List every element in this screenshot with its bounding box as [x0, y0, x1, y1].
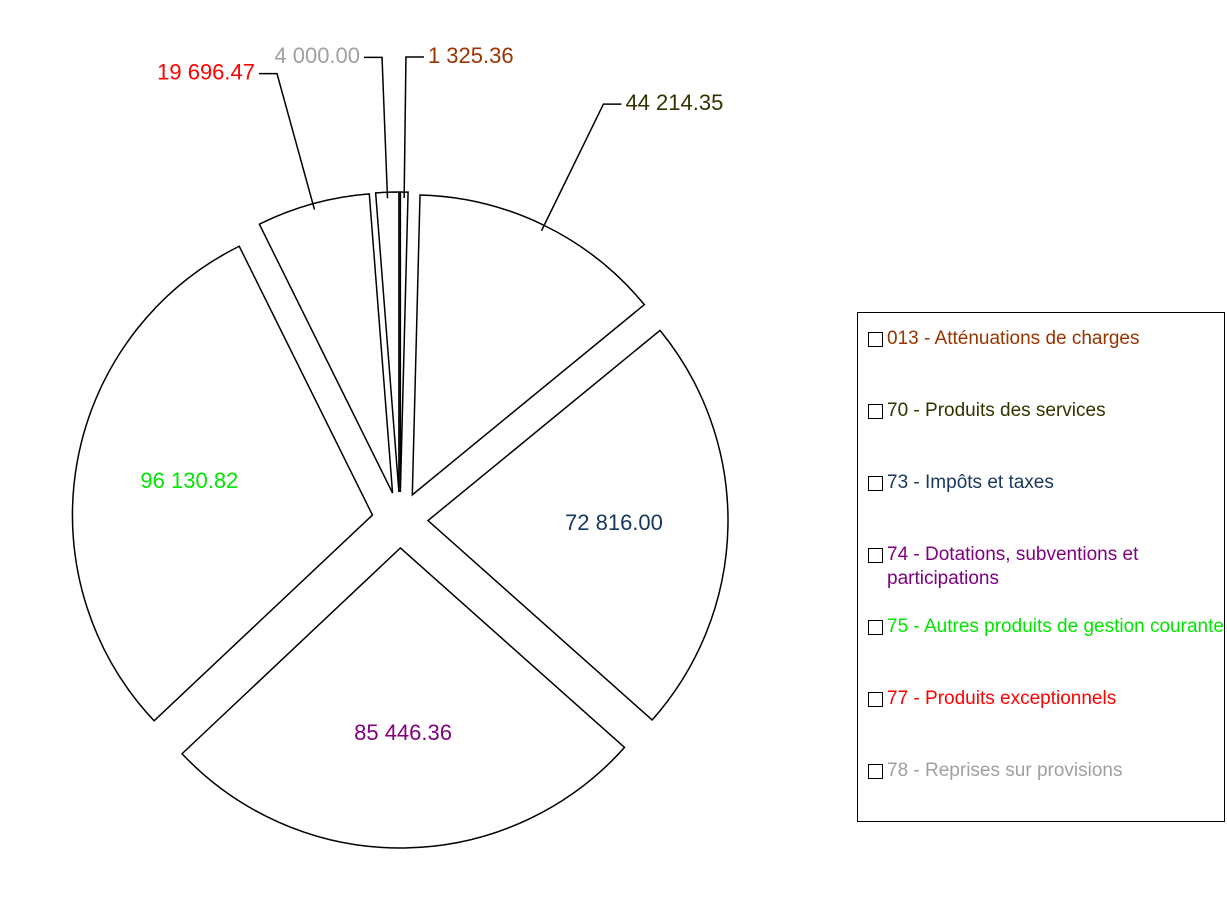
data-label: 85 446.36 — [354, 720, 452, 745]
legend-marker — [868, 476, 883, 491]
leader-line — [364, 56, 389, 199]
data-label: 96 130.82 — [140, 468, 238, 493]
leader-line — [259, 72, 316, 210]
legend-marker — [868, 548, 883, 563]
pie-slice — [180, 546, 626, 849]
legend-label: 70 - Produits des services — [887, 400, 1106, 421]
data-label: 4 000.00 — [274, 43, 360, 68]
legend-marker — [868, 620, 883, 635]
pie-slice — [426, 329, 729, 722]
legend-item: 78 - Reprises sur provisions — [868, 759, 1224, 831]
data-label: 44 214.35 — [625, 90, 723, 115]
legend-label: 73 - Impôts et taxes — [887, 472, 1054, 493]
legend-label: 75 - Autres produits de gestion courante — [887, 616, 1224, 637]
data-label: 19 696.47 — [157, 59, 255, 84]
legend-marker — [868, 404, 883, 419]
pie-slice — [399, 191, 409, 493]
legend-item: 75 - Autres produits de gestion courante — [868, 615, 1224, 687]
legend-label: 77 - Produits exceptionnels — [887, 688, 1117, 709]
legend-marker — [868, 332, 883, 347]
legend-item: 73 - Impôts et taxes — [868, 471, 1224, 543]
legend-item: 77 - Produits exceptionnels — [868, 687, 1224, 759]
legend-label: 78 - Reprises sur provisions — [887, 760, 1123, 781]
data-label: 72 816.00 — [565, 510, 663, 535]
legend-marker — [868, 692, 883, 707]
leader-line — [403, 56, 424, 199]
data-label: 1 325.36 — [428, 43, 514, 68]
legend-label: 74 - Dotations, subventions et participa… — [887, 544, 1139, 589]
legend-item: 013 - Atténuations de charges — [868, 327, 1224, 399]
leader-line — [540, 103, 622, 232]
legend-item: 70 - Produits des services — [868, 399, 1224, 471]
legend: 013 - Atténuations de charges 70 - Produi… — [857, 312, 1225, 822]
legend-marker — [868, 764, 883, 779]
legend-item: 74 - Dotations, subventions et participa… — [868, 543, 1224, 615]
legend-label: 013 - Atténuations de charges — [887, 328, 1140, 349]
pie-slice — [71, 245, 374, 722]
